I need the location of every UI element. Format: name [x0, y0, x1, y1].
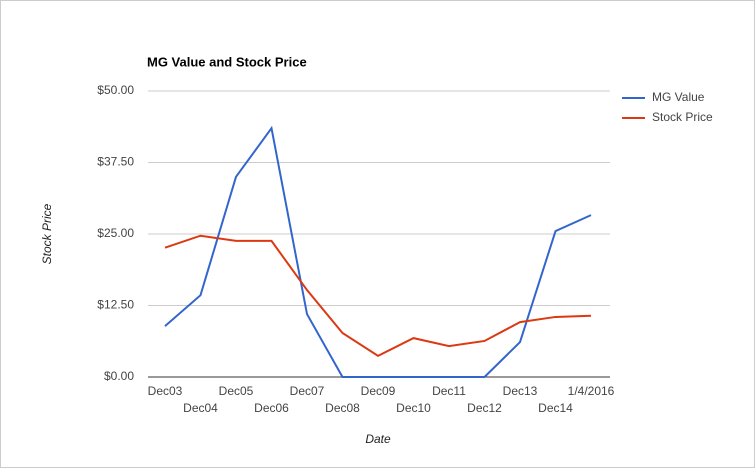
y-tick-label: $50.00: [97, 83, 134, 97]
x-tick-label: Dec07: [290, 384, 325, 398]
legend-label: Stock Price: [652, 110, 713, 124]
y-tick-label: $25.00: [97, 226, 134, 240]
x-tick-label: Dec04: [183, 401, 218, 415]
y-axis-title: Stock Price: [40, 203, 54, 264]
x-tick-label: Dec11: [432, 384, 466, 398]
series-line: [164, 125, 592, 378]
x-tick-label: 1/4/2016: [568, 384, 615, 398]
legend-label: MG Value: [652, 90, 705, 104]
x-tick-label: Dec05: [219, 384, 254, 398]
x-tick-label: Dec09: [361, 384, 396, 398]
y-tick-label: $0.00: [104, 369, 134, 383]
x-tick-label: Dec14: [538, 401, 573, 415]
chart-title: MG Value and Stock Price: [147, 54, 307, 69]
x-tick-label: Dec10: [396, 401, 431, 415]
y-tick-label: $12.50: [97, 298, 134, 312]
x-axis-title: Date: [365, 432, 391, 446]
x-tick-label: Dec12: [467, 401, 502, 415]
x-tick-label: Dec03: [148, 384, 183, 398]
x-tick-label: Dec08: [325, 401, 360, 415]
y-tick-label: $37.50: [97, 155, 134, 169]
x-tick-label: Dec06: [254, 401, 289, 415]
x-tick-label: Dec13: [503, 384, 538, 398]
series-line: [164, 234, 592, 357]
